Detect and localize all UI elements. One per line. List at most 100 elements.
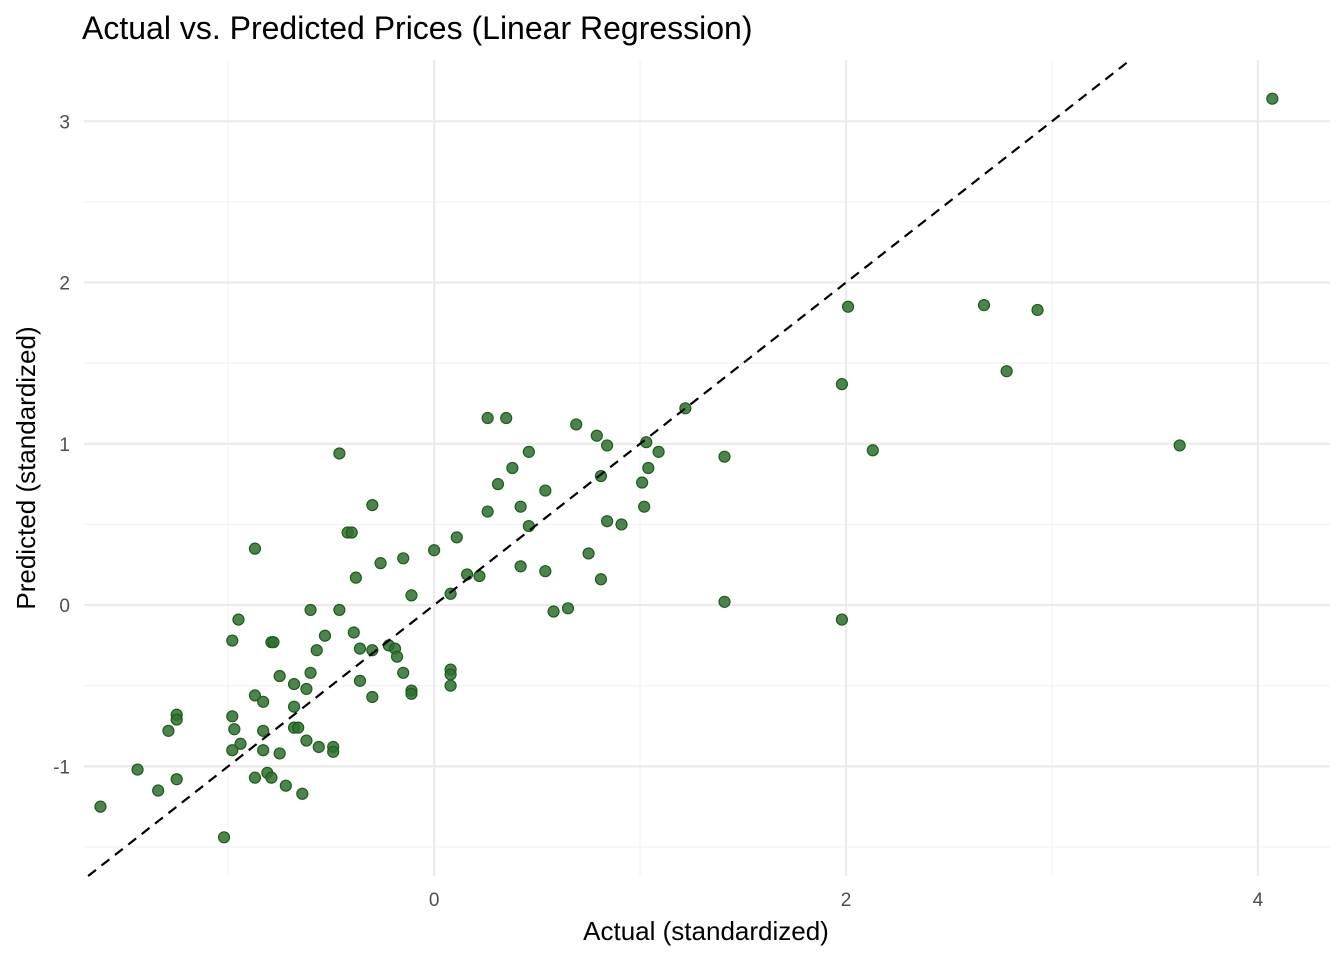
data-point <box>300 734 313 747</box>
data-point <box>718 450 731 463</box>
data-point <box>1000 365 1013 378</box>
data-point <box>170 773 183 786</box>
data-point <box>390 650 404 663</box>
data-point <box>292 721 305 734</box>
data-point <box>152 784 165 797</box>
data-point <box>349 571 362 584</box>
data-point <box>232 613 245 626</box>
data-point <box>450 531 463 544</box>
data-point <box>866 444 879 457</box>
data-point <box>522 519 535 533</box>
data-point <box>977 299 991 312</box>
data-point <box>226 744 239 757</box>
data-point <box>217 831 231 844</box>
data-point <box>570 418 583 431</box>
data-point <box>514 500 527 513</box>
data-point <box>601 515 614 528</box>
data-point <box>273 747 286 760</box>
data-point <box>304 603 317 617</box>
grid <box>84 60 1330 876</box>
data-point <box>131 763 144 776</box>
data-point <box>248 771 262 784</box>
data-point <box>397 666 410 679</box>
data-point <box>279 779 292 792</box>
data-point <box>582 547 595 560</box>
data-point <box>265 771 278 784</box>
data-point <box>287 700 301 713</box>
reference-line-group <box>87 59 1131 877</box>
data-point <box>304 666 317 679</box>
data-points <box>94 92 1279 844</box>
chart-title: Actual vs. Predicted Prices (Linear Regr… <box>82 10 753 46</box>
data-point <box>481 505 494 518</box>
data-point <box>500 411 513 425</box>
y-tick-label: 0 <box>59 596 70 617</box>
data-point <box>491 478 505 491</box>
data-point <box>642 461 655 475</box>
data-point <box>366 498 379 512</box>
y-tick-label: 1 <box>59 435 70 456</box>
data-point <box>267 636 280 649</box>
data-point <box>636 476 649 489</box>
data-point <box>257 744 270 757</box>
data-point <box>312 740 325 754</box>
data-point <box>718 595 731 608</box>
data-point <box>652 445 665 458</box>
data-point <box>547 605 560 618</box>
data-point <box>257 724 270 737</box>
data-point <box>835 613 848 626</box>
data-point <box>226 634 239 647</box>
data-point <box>522 445 535 458</box>
data-point <box>248 542 262 555</box>
data-point <box>405 589 418 602</box>
data-point <box>594 573 608 586</box>
identity-reference-line <box>87 59 1131 877</box>
x-tick-label: 0 <box>429 890 440 911</box>
data-point <box>444 668 457 681</box>
data-point <box>405 687 418 700</box>
data-point <box>300 682 313 696</box>
y-tick-label: 3 <box>59 112 70 133</box>
data-point <box>473 569 486 583</box>
data-point <box>1031 303 1044 317</box>
data-point <box>1266 92 1279 105</box>
data-point <box>481 411 494 425</box>
y-axis-title: Predicted (standardized) <box>11 326 41 609</box>
data-point <box>287 677 301 691</box>
data-point <box>590 429 603 442</box>
data-point <box>170 713 183 726</box>
data-point <box>318 629 332 642</box>
data-point <box>506 461 519 475</box>
data-point <box>397 552 410 565</box>
data-point <box>296 787 309 800</box>
data-point <box>841 300 855 313</box>
y-tick-label: -1 <box>53 757 70 778</box>
data-point <box>514 560 527 573</box>
x-tick-label: 4 <box>1253 890 1264 911</box>
data-point <box>234 737 247 750</box>
data-point <box>333 447 346 460</box>
data-point <box>257 695 270 708</box>
data-point <box>366 644 379 657</box>
data-point <box>345 526 358 539</box>
x-tick-label: 2 <box>841 890 852 911</box>
y-tick-label: 2 <box>59 274 70 295</box>
data-point <box>428 544 441 557</box>
x-axis-title: Actual (standardized) <box>583 916 829 946</box>
data-point <box>353 642 367 655</box>
data-point <box>248 689 262 702</box>
tick-labels: 0 2 4 -1 0 1 2 3 <box>53 112 1264 911</box>
data-point <box>601 439 614 452</box>
data-point <box>162 724 175 737</box>
data-point <box>333 603 346 617</box>
data-point <box>539 484 552 497</box>
data-point <box>539 565 552 578</box>
data-point <box>94 800 107 813</box>
data-point <box>615 518 628 531</box>
data-point <box>638 500 651 513</box>
data-point <box>366 690 379 704</box>
data-point <box>327 745 340 758</box>
data-point <box>835 378 848 391</box>
